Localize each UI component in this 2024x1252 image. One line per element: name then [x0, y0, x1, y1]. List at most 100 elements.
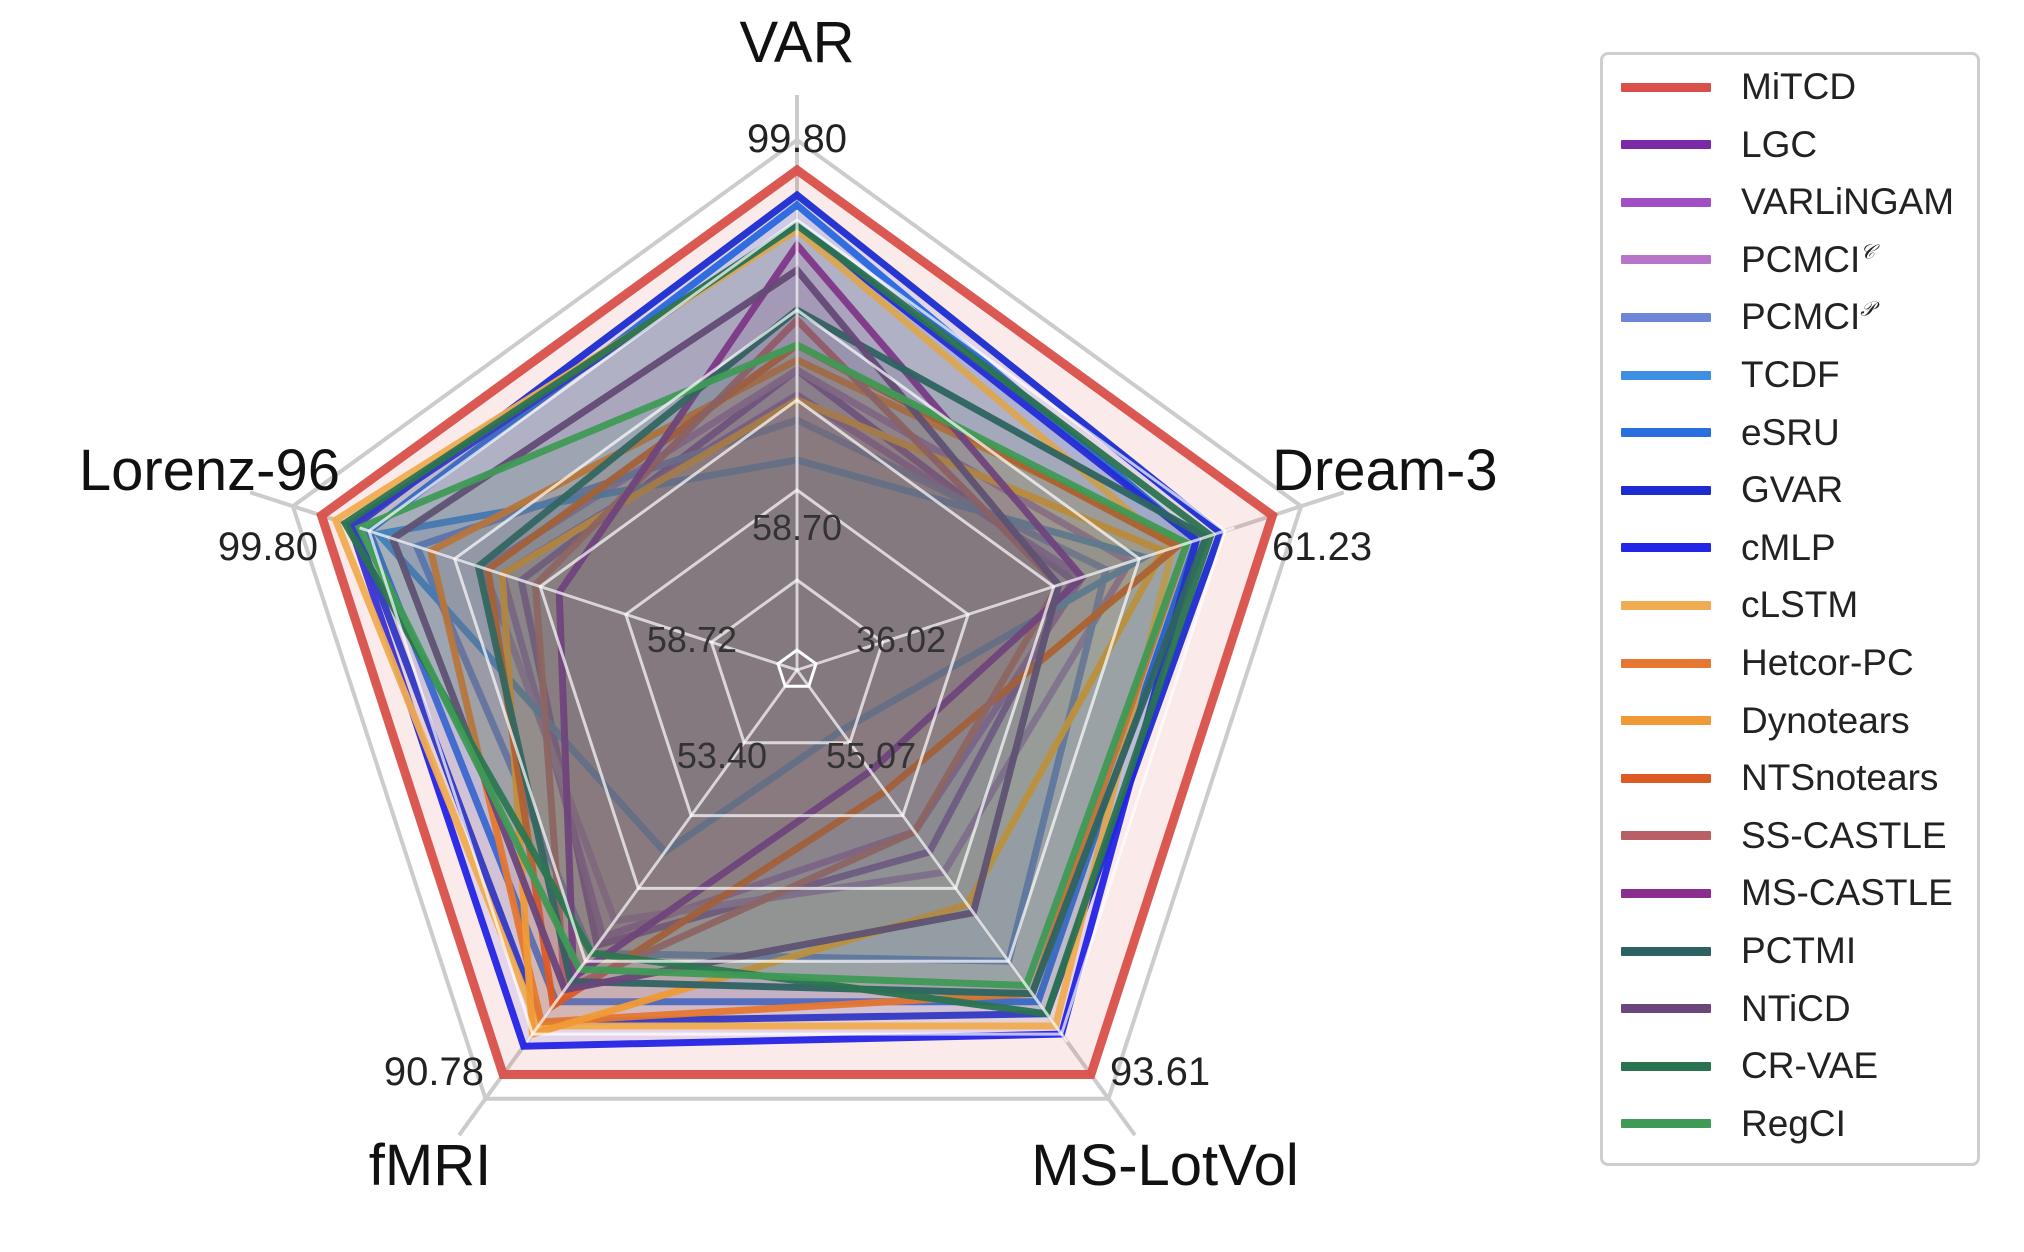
legend-label: Hetcor-PC: [1741, 642, 1914, 684]
legend-label: MiTCD: [1741, 66, 1856, 108]
axis-max-label: 61.23: [1272, 525, 1372, 569]
legend-series-name: Dynotears: [1741, 699, 1910, 741]
legend-label: SS-CASTLE: [1741, 815, 1947, 857]
legend-series-name: cLSTM: [1741, 584, 1859, 626]
grid-ring: [709, 578, 885, 745]
legend-label: NTSnotears: [1741, 757, 1938, 799]
legend-series-name: PCMCI: [1741, 238, 1861, 280]
series-polygon: [371, 456, 1154, 857]
axis-max-label: 90.78: [384, 1050, 484, 1094]
grid-ring: [538, 398, 1056, 890]
axis-max-label: 99.80: [747, 117, 847, 161]
axis-title-label: VAR: [740, 10, 855, 75]
axis-title-label: fMRI: [369, 1133, 491, 1198]
legend-series-name: PCTMI: [1741, 930, 1857, 971]
series-polygon: [354, 341, 1192, 990]
legend-item: CR-VAE: [1603, 1045, 1878, 1087]
legend-label: cLSTM: [1741, 584, 1858, 626]
legend-label: TCDF: [1741, 354, 1840, 396]
legend-swatch: [1621, 543, 1711, 553]
legend-series-superscript: 𝒞: [1860, 239, 1875, 264]
legend-item: GVAR: [1603, 469, 1844, 511]
legend-item: MiTCD: [1603, 66, 1856, 108]
axis-title-label: Dream-3: [1272, 438, 1498, 503]
legend-item: MS-CASTLE: [1603, 872, 1953, 914]
legend-item: LGC: [1603, 124, 1817, 166]
grid-center: [776, 648, 818, 688]
axis-title-label: MS-LotVol: [1031, 1133, 1299, 1198]
legend-series-name: MS-CASTLE: [1741, 872, 1953, 914]
grid-spoke: [359, 526, 798, 672]
legend-item: eSRU: [1603, 412, 1840, 454]
legend-series-name: LGC: [1741, 123, 1818, 165]
axis-max-label: 93.61: [1110, 1050, 1210, 1094]
legend-item: TCDF: [1603, 354, 1840, 396]
grid-ring: [452, 308, 1142, 963]
legend-swatch: [1621, 82, 1711, 92]
legend-series-name: VARLiNGAM: [1741, 181, 1955, 223]
legend-series-superscript: 𝒫: [1860, 297, 1875, 322]
legend-series-name: CR-VAE: [1741, 1045, 1879, 1087]
axis-min-label: 58.72: [647, 619, 737, 660]
legend-swatch: [1621, 600, 1711, 610]
legend-series-name: PCMCI: [1741, 296, 1861, 338]
series-polygon: [474, 305, 1211, 998]
legend-swatch: [1621, 831, 1711, 841]
legend-series-name: TCDF: [1741, 354, 1840, 395]
grid-spoke: [796, 526, 1235, 672]
legend-swatch: [1621, 255, 1711, 265]
legend-swatch: [1621, 140, 1711, 150]
legend-label: PCTMI: [1741, 930, 1856, 972]
legend-label: VARLiNGAM: [1741, 181, 1954, 223]
legend-swatch: [1621, 716, 1711, 726]
legend-item: NTSnotears: [1603, 757, 1938, 799]
legend-series-name: MiTCD: [1741, 66, 1857, 107]
grid-ring: [367, 218, 1227, 1036]
legend-label: CR-VAE: [1741, 1045, 1878, 1087]
axis-min-label: 36.02: [856, 619, 946, 660]
legend-swatch: [1621, 312, 1711, 322]
grid-ring: [624, 488, 970, 818]
legend-label: LGC: [1741, 124, 1817, 166]
legend-swatch: [1621, 888, 1711, 898]
legend-swatch: [1621, 658, 1711, 668]
legend-swatch: [1621, 773, 1711, 783]
axis-max-label: 99.80: [218, 525, 318, 569]
series-polygon: [388, 265, 1063, 994]
legend-label: MS-CASTLE: [1741, 872, 1953, 914]
axis-min-label: 55.07: [826, 735, 916, 776]
legend-item: PCMCI𝒫: [1603, 296, 1875, 338]
radar-chart: VAR 99.80 58.70 Dream-3 61.23 36.02 MS-LotVol 9…: [79, 10, 1498, 1198]
legend-swatch: [1621, 485, 1711, 495]
legend-swatch: [1621, 1004, 1711, 1014]
legend-series-name: SS-CASTLE: [1741, 814, 1947, 856]
series-polygon: [484, 340, 1184, 1012]
legend-label: PCMCI𝒫: [1741, 296, 1875, 338]
series-polygon: [340, 220, 1215, 1018]
legend-swatch: [1621, 370, 1711, 380]
legend: MiTCD LGC VARLiNGAM PCMCI𝒞 PCMCI𝒫 TCDF eSRU GVA…: [1600, 52, 1980, 1166]
axis-min-label: 58.70: [752, 507, 842, 548]
grid-spoke: [795, 669, 1069, 1044]
legend-series-name: eSRU: [1741, 411, 1840, 453]
legend-item: VARLiNGAM: [1603, 181, 1954, 223]
grid-frame: [290, 137, 1304, 1101]
legend-series-name: GVAR: [1741, 469, 1844, 511]
legend-label: RegCI: [1741, 1103, 1846, 1145]
legend-swatch: [1621, 1061, 1711, 1071]
legend-label: NTiCD: [1741, 988, 1851, 1030]
legend-item: RegCI: [1603, 1103, 1846, 1145]
legend-item: cLSTM: [1603, 584, 1858, 626]
legend-label: eSRU: [1741, 412, 1840, 454]
legend-item: PCTMI: [1603, 930, 1856, 972]
legend-item: Hetcor-PC: [1603, 642, 1914, 684]
legend-series-name: RegCI: [1741, 1102, 1846, 1144]
grid-spoke: [525, 669, 799, 1044]
legend-swatch: [1621, 197, 1711, 207]
series-polygon: [555, 239, 1088, 984]
legend-label: PCMCI𝒞: [1741, 239, 1875, 281]
legend-item: NTiCD: [1603, 988, 1851, 1030]
axis-title-label: Lorenz-96: [79, 438, 340, 503]
legend-label: Dynotears: [1741, 700, 1910, 742]
legend-item: Dynotears: [1603, 700, 1910, 742]
